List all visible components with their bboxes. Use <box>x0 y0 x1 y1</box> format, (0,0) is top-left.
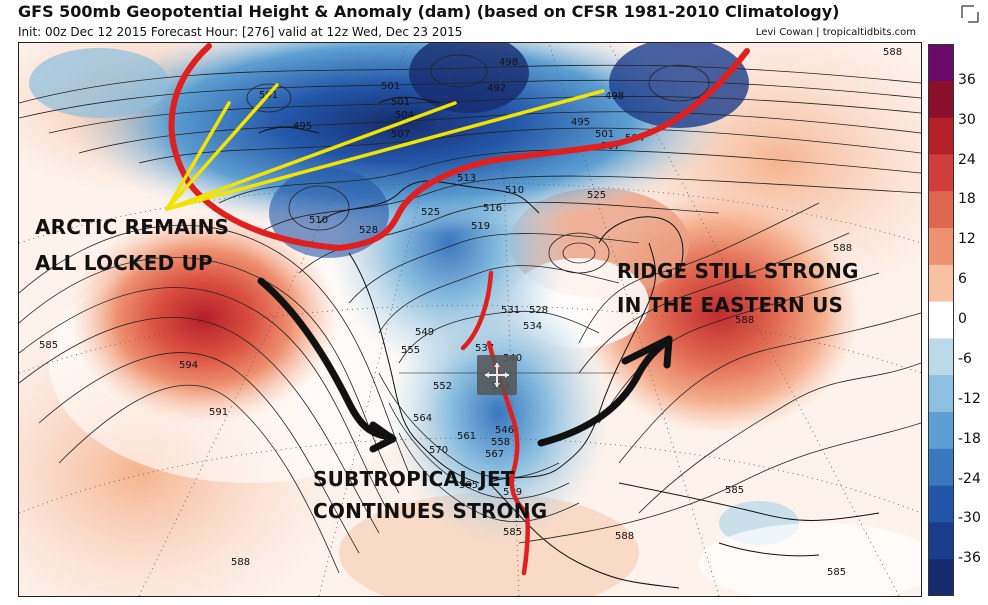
contour-label: 585 <box>827 567 846 578</box>
colorbar-tick-label: 18 <box>958 191 976 208</box>
colorbar-tick-label: -18 <box>958 430 981 447</box>
contour-label: 561 <box>457 431 476 442</box>
contour-label: 549 <box>415 327 434 338</box>
black-arrows <box>257 277 673 453</box>
colorbar-swatch <box>928 228 954 266</box>
contour-label: 498 <box>499 57 518 68</box>
colorbar-tick-label: -30 <box>958 510 981 527</box>
colorbar-swatch <box>928 264 954 303</box>
contour-label: 588 <box>883 47 902 58</box>
colorbar-swatch <box>928 44 954 82</box>
colorbar-swatch <box>928 448 954 487</box>
init-forecast-line: Init: 00z Dec 12 2015 Forecast Hour: [27… <box>18 25 463 39</box>
colorbar-tick-label: 24 <box>958 151 976 168</box>
annotation-jet-line1: SUBTROPICAL JET <box>313 467 515 491</box>
contour-label: 585 <box>725 485 744 496</box>
contour-label: 585 <box>459 480 478 491</box>
colorbar-swatch <box>928 338 954 376</box>
map-panel: 498 492 498 501 501 504 507 495 495 501 … <box>18 42 922 597</box>
height-contours <box>19 54 921 574</box>
coastlines <box>258 96 880 589</box>
colorbar-swatch <box>928 80 954 119</box>
contour-label: 495 <box>571 117 590 128</box>
contour-label: 525 <box>587 190 606 201</box>
contour-label: 588 <box>833 243 852 254</box>
contour-label: 585 <box>39 340 58 351</box>
contour-label: 525 <box>421 207 440 218</box>
colorbar-tick-label: 36 <box>958 71 976 88</box>
colorbar-swatch <box>928 485 954 523</box>
colorbar-tick-label: -36 <box>958 550 981 567</box>
colorbar-tick-label: -12 <box>958 390 981 407</box>
contour-label: 510 <box>505 185 524 196</box>
colorbar-swatch <box>928 412 954 450</box>
colorbar-swatch <box>928 522 954 560</box>
expand-icon[interactable] <box>960 4 980 24</box>
colorbar-swatch <box>928 117 954 155</box>
contour-label: 501 <box>391 97 410 108</box>
contour-label: 504 <box>395 110 414 121</box>
contour-label: 528 <box>359 225 378 236</box>
contour-label: 534 <box>523 321 542 332</box>
colorbar-swatch <box>928 191 954 229</box>
contour-label: 528 <box>529 305 548 316</box>
contour-label: 552 <box>433 381 452 392</box>
contour-label: 591 <box>209 407 228 418</box>
contour-label: 588 <box>231 557 250 568</box>
contour-label: 507 <box>391 129 410 140</box>
annotation-ridge-line1: RIDGE STILL STRONG <box>617 259 859 283</box>
colorbar-tick-label: -6 <box>958 350 972 367</box>
contour-label: 570 <box>429 445 448 456</box>
contour-label: 516 <box>483 203 502 214</box>
annotation-ridge-line2: IN THE EASTERN US <box>617 293 844 317</box>
colorbar-swatch <box>928 154 954 192</box>
contour-label: 546 <box>495 425 514 436</box>
contour-label: 501 <box>595 129 614 140</box>
colorbar-tick-label: 0 <box>958 311 967 327</box>
contour-label: 519 <box>471 221 490 232</box>
colorbar-tick-label: 12 <box>958 231 976 248</box>
contour-label: 492 <box>487 83 506 94</box>
move-cursor-icon[interactable] <box>477 355 517 395</box>
colorbar-frame <box>928 44 954 596</box>
credit-line: Levi Cowan | tropicaltidbits.com <box>755 27 916 38</box>
chart-title: GFS 500mb Geopotential Height & Anomaly … <box>18 2 840 21</box>
contour-label: 537 <box>475 343 494 354</box>
contour-label: 495 <box>293 121 312 132</box>
annotation-arctic-line1: ARCTIC REMAINS <box>35 215 230 239</box>
colorbar-swatch <box>928 559 954 596</box>
contour-label: 564 <box>413 413 432 424</box>
colorbar-swatch <box>928 301 954 339</box>
contour-label: 594 <box>179 360 198 371</box>
contour-label: 555 <box>401 345 420 356</box>
colorbar-tick-label: 30 <box>958 111 976 128</box>
anomaly-map: 498 492 498 501 501 504 507 495 495 501 … <box>19 43 921 596</box>
contour-label: 510 <box>309 215 328 226</box>
contour-label: 513 <box>457 173 476 184</box>
contour-label: 585 <box>503 527 522 538</box>
annotation-arctic-line2: ALL LOCKED UP <box>35 251 213 275</box>
contour-label: 588 <box>615 531 634 542</box>
colorbar-tick-label: -24 <box>958 470 981 487</box>
contour-label: 501 <box>381 81 400 92</box>
colorbar-tick-label: 6 <box>958 271 967 288</box>
contour-label: 498 <box>605 91 624 102</box>
contour-label: 531 <box>501 305 520 316</box>
yellow-arrows <box>165 83 605 211</box>
contour-label: 567 <box>485 449 504 460</box>
colorbar-swatch <box>928 375 954 413</box>
contour-label: 558 <box>491 437 510 448</box>
annotation-jet-line2: CONTINUES STRONG <box>313 499 548 523</box>
contour-label: 588 <box>735 315 754 326</box>
anomaly-colorbar <box>928 44 954 596</box>
